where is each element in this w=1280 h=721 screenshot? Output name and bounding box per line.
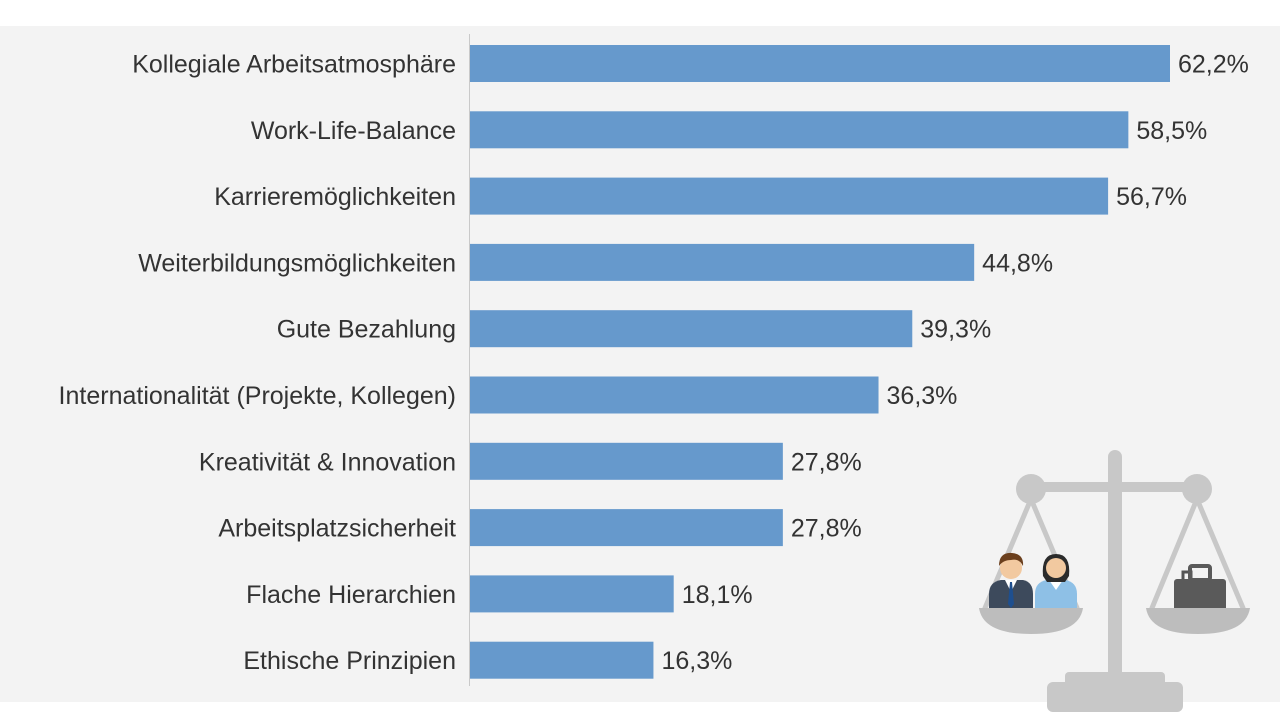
category-label: Arbeitsplatzsicherheit — [218, 515, 456, 543]
category-label: Work-Life-Balance — [251, 117, 456, 145]
category-label: Gute Bezahlung — [277, 316, 456, 344]
value-label: 56,7% — [1116, 183, 1187, 211]
briefcase-icon — [1174, 564, 1226, 613]
category-label: Ethische Prinzipien — [243, 647, 456, 675]
bar — [470, 243, 975, 281]
category-label: Flache Hierarchien — [246, 581, 456, 609]
bar — [470, 509, 783, 547]
balance-scale-icon — [979, 450, 1250, 712]
bar — [470, 376, 879, 414]
bar — [470, 111, 1129, 149]
bar — [470, 442, 783, 480]
value-label: 18,1% — [682, 581, 753, 609]
bars-layer: Kollegiale Arbeitsatmosphäre 62,2% Work-Li… — [59, 45, 1249, 679]
bar — [470, 45, 1170, 82]
category-label: Internationalität (Projekte, Kollegen) — [59, 382, 456, 410]
value-label: 44,8% — [982, 249, 1053, 277]
bar — [470, 310, 913, 348]
category-label: Kreativität & Innovation — [199, 448, 456, 476]
bar — [470, 575, 674, 613]
category-label: Weiterbildungsmöglichkeiten — [138, 249, 456, 277]
value-label: 27,8% — [791, 515, 862, 543]
category-label: Karrieremöglichkeiten — [214, 183, 456, 211]
bar — [470, 177, 1109, 215]
value-label: 62,2% — [1178, 51, 1249, 79]
bar — [470, 641, 654, 679]
value-label: 58,5% — [1136, 117, 1207, 145]
value-label: 27,8% — [791, 448, 862, 476]
category-label: Kollegiale Arbeitsatmosphäre — [132, 51, 456, 79]
bar-chart: Kollegiale Arbeitsatmosphäre 62,2% Work-Li… — [59, 34, 1249, 686]
people-icon — [989, 552, 1077, 612]
value-label: 16,3% — [661, 647, 732, 675]
chart-panel: Kollegiale Arbeitsatmosphäre 62,2% Work-Li… — [0, 26, 1280, 712]
value-label: 36,3% — [887, 382, 958, 410]
value-label: 39,3% — [920, 316, 991, 344]
